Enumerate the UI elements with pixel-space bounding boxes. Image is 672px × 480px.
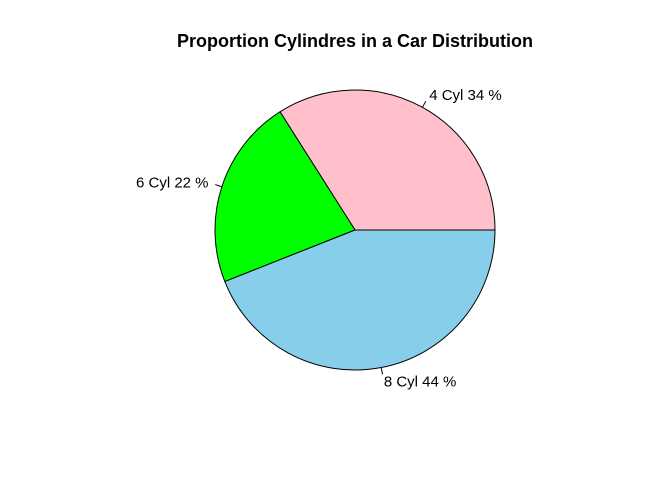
pie-label-tick-2 [215,184,223,188]
pie-slice-1 [279,89,496,231]
pie-slice-label-3: 8 Cyl 44 % [384,373,457,390]
pie-slice-label-1: 4 Cyl 34 % [429,87,502,104]
chart-title: Proportion Cylindres in a Car Distributi… [177,31,533,51]
pie-label-tick-3 [380,367,384,375]
pie-label-tick-1 [422,100,427,108]
pie-labels: 4 Cyl 34 % 6 Cyl 22 % 8 Cyl 44 % [136,87,502,390]
pie-slices [214,89,496,371]
pie-slice-label-2: 6 Cyl 22 % [136,174,209,191]
